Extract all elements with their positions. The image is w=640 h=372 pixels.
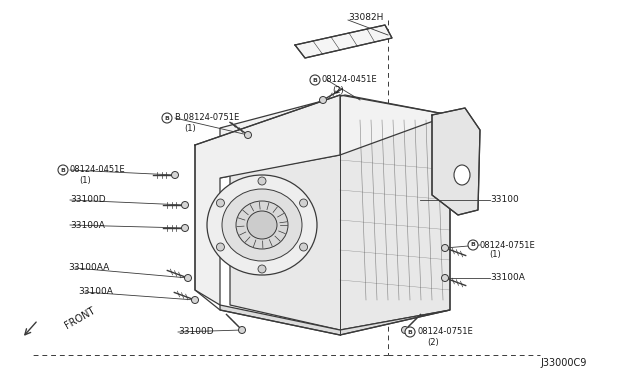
- Text: 33100: 33100: [490, 196, 519, 205]
- Text: 33100A: 33100A: [78, 288, 113, 296]
- Ellipse shape: [191, 296, 198, 304]
- Text: FRONT: FRONT: [63, 305, 97, 331]
- Polygon shape: [220, 305, 450, 335]
- Circle shape: [162, 113, 172, 123]
- Circle shape: [58, 165, 68, 175]
- Ellipse shape: [401, 327, 408, 334]
- Ellipse shape: [172, 171, 179, 179]
- Text: 33100A: 33100A: [70, 221, 105, 230]
- Ellipse shape: [258, 265, 266, 273]
- Text: B: B: [164, 115, 170, 121]
- Ellipse shape: [184, 275, 191, 282]
- Ellipse shape: [258, 177, 266, 185]
- Text: (2): (2): [332, 86, 344, 94]
- Ellipse shape: [236, 201, 288, 249]
- Text: (1): (1): [489, 250, 500, 260]
- Polygon shape: [295, 25, 392, 58]
- Polygon shape: [432, 108, 480, 215]
- Ellipse shape: [182, 202, 189, 208]
- Text: 33100D: 33100D: [70, 196, 106, 205]
- Ellipse shape: [216, 199, 225, 207]
- Ellipse shape: [222, 189, 302, 261]
- Text: 33100AA: 33100AA: [68, 263, 109, 273]
- Text: 33100D: 33100D: [178, 327, 214, 337]
- Text: J33000C9: J33000C9: [540, 358, 586, 368]
- Ellipse shape: [247, 211, 277, 239]
- Text: B: B: [408, 330, 412, 334]
- Ellipse shape: [454, 165, 470, 185]
- Ellipse shape: [300, 199, 308, 207]
- Text: (1): (1): [184, 124, 196, 132]
- Ellipse shape: [442, 275, 449, 282]
- Circle shape: [468, 240, 478, 250]
- Text: 08124-0751E: 08124-0751E: [418, 327, 474, 337]
- Circle shape: [310, 75, 320, 85]
- Ellipse shape: [216, 243, 225, 251]
- Text: 33100A: 33100A: [490, 273, 525, 282]
- Text: (2): (2): [427, 337, 439, 346]
- Ellipse shape: [244, 131, 252, 138]
- Text: B: B: [470, 243, 476, 247]
- Polygon shape: [230, 115, 450, 330]
- Polygon shape: [195, 95, 340, 305]
- Ellipse shape: [182, 224, 189, 231]
- Text: B: B: [61, 167, 65, 173]
- Circle shape: [405, 327, 415, 337]
- Ellipse shape: [300, 243, 308, 251]
- Text: (1): (1): [79, 176, 91, 185]
- Ellipse shape: [319, 96, 326, 103]
- Text: B 08124-0751E: B 08124-0751E: [175, 113, 239, 122]
- Text: B: B: [312, 77, 317, 83]
- Ellipse shape: [207, 175, 317, 275]
- Text: 08124-0751E: 08124-0751E: [480, 241, 536, 250]
- Text: 08124-0451E: 08124-0451E: [70, 166, 125, 174]
- Text: 33082H: 33082H: [348, 13, 383, 22]
- Text: 08124-0451E: 08124-0451E: [322, 76, 378, 84]
- Polygon shape: [220, 95, 450, 178]
- Ellipse shape: [239, 327, 246, 334]
- Ellipse shape: [442, 244, 449, 251]
